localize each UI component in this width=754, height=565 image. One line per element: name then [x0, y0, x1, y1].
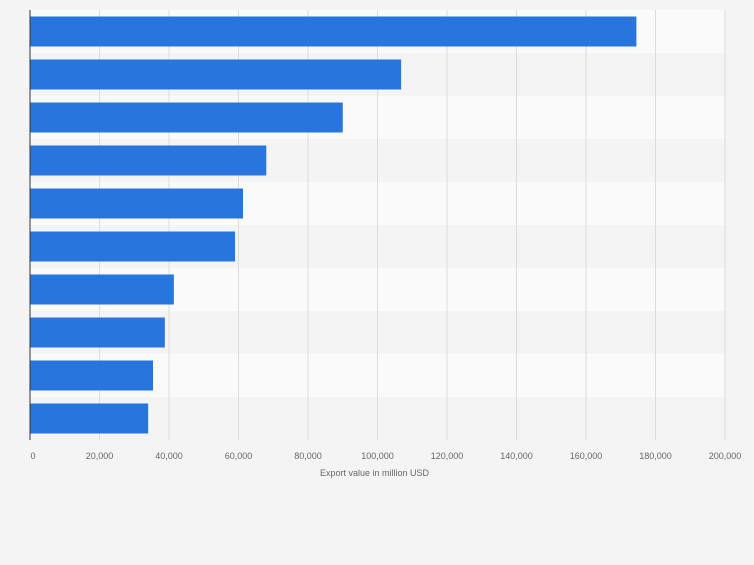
bar	[30, 317, 165, 348]
x-tick-label: 40,000	[155, 451, 183, 461]
x-tick-label: 160,000	[570, 451, 603, 461]
bar	[30, 403, 149, 434]
bar	[30, 231, 236, 262]
x-tick-label: 200,000	[709, 451, 742, 461]
bar	[30, 274, 174, 305]
x-tick-label: 120,000	[431, 451, 464, 461]
bar	[30, 188, 244, 219]
x-tick-label: 0	[30, 451, 35, 461]
x-tick-label: 140,000	[500, 451, 533, 461]
x-tick-label: 60,000	[225, 451, 253, 461]
bar	[30, 145, 267, 176]
bar	[30, 360, 154, 391]
x-tick-label: 100,000	[361, 451, 394, 461]
x-tick-label: 20,000	[86, 451, 114, 461]
bar	[30, 16, 637, 47]
x-tick-label: 80,000	[294, 451, 322, 461]
bars	[30, 16, 637, 434]
x-axis-title: Export value in million USD	[320, 468, 430, 478]
x-tick-label: 180,000	[639, 451, 672, 461]
x-axis-ticks: 0 20,000 40,000 60,000 80,000 100,000 120,000 1…	[30, 451, 741, 461]
bar	[30, 59, 402, 90]
bar	[30, 102, 343, 133]
